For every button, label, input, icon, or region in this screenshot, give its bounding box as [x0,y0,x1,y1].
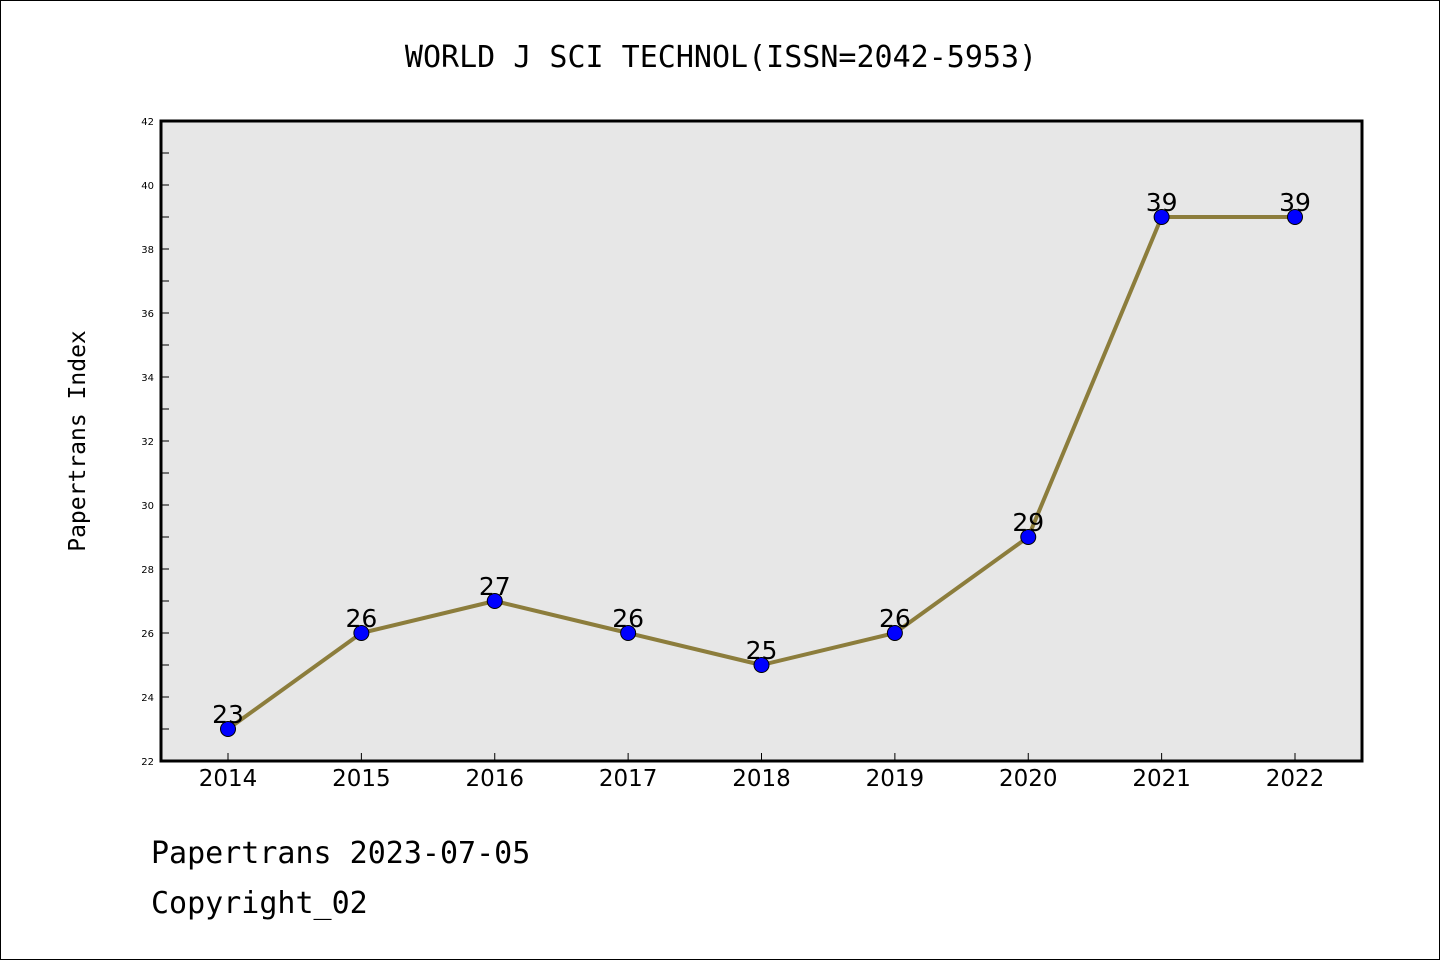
y-tick-label: 28 [141,565,154,576]
x-tick-label: 2022 [1266,766,1325,792]
data-label: 29 [1012,508,1044,537]
y-tick-label: 22 [141,757,154,768]
data-point [620,625,637,641]
data-label: 39 [1146,188,1178,217]
data-label: 26 [612,604,644,633]
x-tick-label: 2014 [199,766,258,792]
x-tick-label: 2020 [999,766,1058,792]
x-tick-label: 2015 [332,766,391,792]
data-point [753,657,770,673]
data-point [1287,209,1303,225]
y-tick-label: 30 [141,501,154,512]
data-label: 26 [879,604,911,633]
x-tick-label: 2017 [599,766,658,792]
y-tick-label: 24 [141,693,154,704]
data-label: 26 [345,604,377,633]
footer-copyright: Copyright_02 [151,886,368,921]
data-point [220,721,236,737]
data-point [486,593,503,609]
y-tick-label: 36 [141,309,154,320]
data-point [1020,529,1037,545]
data-point [886,625,903,641]
data-label: 27 [479,572,511,601]
y-tick-label: 32 [141,437,154,448]
footer-date: Papertrans 2023-07-05 [151,836,531,871]
data-point [353,625,370,641]
chart-title: WORLD J SCI TECHNOL(ISSN=2042-5953) [405,40,1037,75]
y-tick-label: 34 [141,373,154,384]
plot-border [159,119,1364,763]
y-tick-label: 40 [141,181,154,192]
y-tick-label: 26 [141,629,154,640]
y-axis-title: Papertrans Index [65,330,91,552]
data-point [1153,209,1170,225]
y-tick-label: 42 [141,117,154,128]
data-label: 39 [1279,188,1311,217]
data-label: 23 [212,700,244,729]
x-tick-label: 2018 [732,766,791,792]
plot-area [161,121,1362,761]
y-tick-label: 38 [141,245,154,256]
x-tick-label: 2019 [866,766,925,792]
x-tick-label: 2021 [1132,766,1191,792]
x-tick-label: 2016 [465,766,524,792]
data-label: 25 [746,636,778,665]
